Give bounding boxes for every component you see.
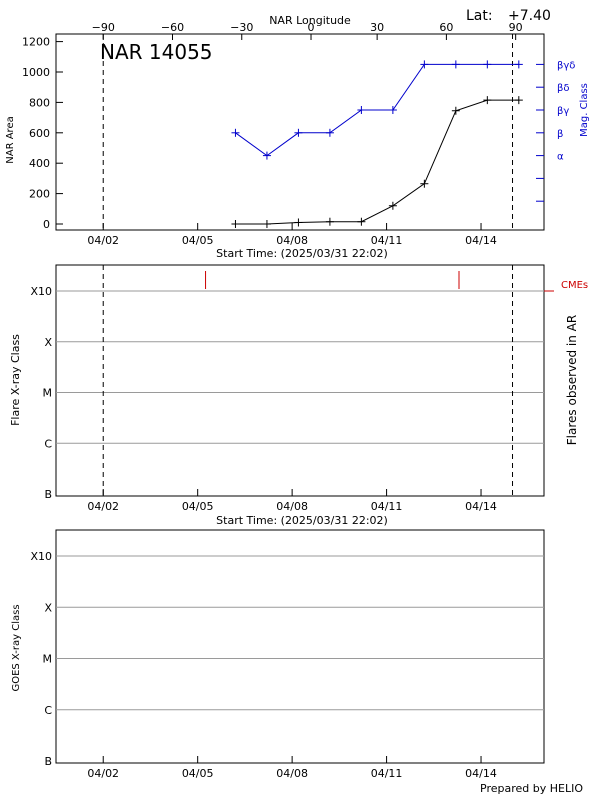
panel1-top-tick-label: 0: [308, 21, 315, 34]
panel2-frame: [55, 264, 545, 497]
area-point: [357, 217, 366, 226]
panel2-ytick-label: X10: [30, 285, 52, 298]
region-title: NAR 14055: [100, 40, 213, 64]
area-point: [483, 96, 492, 105]
area-point: [514, 96, 523, 105]
panel1-mag-label: β: [557, 129, 563, 140]
lat-value: +7.40: [508, 8, 551, 24]
panel1-top-tick-label: −30: [230, 21, 253, 34]
area-point: [388, 201, 397, 210]
mag-class-point: [294, 128, 303, 137]
panel3-ytick-label: X: [44, 601, 52, 614]
panel1-xtick-label: 04/11: [371, 234, 403, 247]
panel1-xtick-label: 04/08: [276, 234, 308, 247]
panel3-xtick-label: 04/11: [371, 767, 403, 780]
panel2-ytick-label: B: [44, 488, 52, 501]
panel1-mag-label: βδ: [557, 83, 570, 94]
mag-class-point: [357, 106, 366, 114]
panel1-ytick-label: 1000: [22, 66, 50, 79]
panel1-ytick-label: 600: [29, 127, 50, 140]
panel1-xtick-label: 04/14: [465, 234, 497, 247]
lat-label: Lat:: [466, 8, 493, 24]
mag-class-point: [420, 60, 429, 69]
panel1-frame: [55, 33, 545, 231]
panel1-xlabel: Start Time: (2025/03/31 22:02): [216, 247, 388, 260]
area-point: [420, 179, 429, 188]
area-point: [325, 217, 334, 226]
panel2-xtick-label: 04/02: [87, 500, 119, 513]
longitude-axis-title: NAR Longitude: [269, 14, 351, 27]
mag-class-series-line: [235, 63, 519, 157]
panel2-ytick-label: X: [44, 336, 52, 349]
cme-legend: CMEs: [561, 280, 588, 291]
panel1-ytick-label: 400: [29, 157, 50, 170]
panel1-ytick-label: 800: [29, 96, 50, 109]
mag-class-point: [388, 106, 397, 114]
panel3-xtick-label: 04/08: [276, 767, 308, 780]
mag-class-point: [325, 128, 334, 137]
mag-class-point: [451, 60, 460, 69]
panel3-frame: [55, 529, 545, 764]
area-point: [231, 220, 240, 228]
panel1-top-tick-label: 90: [509, 21, 523, 34]
panel3-ylabel: GOES X-ray Class: [11, 604, 22, 691]
panel2-ytick-label: M: [43, 387, 53, 400]
panel2-ytick-label: C: [44, 437, 52, 450]
panel1-ytick-label: 1200: [22, 36, 50, 49]
area-series-line: [235, 99, 519, 225]
panel1-mag-label: α: [557, 152, 564, 163]
mag-class-point: [262, 151, 271, 160]
mag-class-point: [231, 128, 240, 137]
panel3-ytick-label: B: [44, 755, 52, 768]
panel3-xtick-label: 04/05: [182, 767, 214, 780]
mag-class-point: [483, 60, 492, 69]
panel2-xtick-label: 04/14: [465, 500, 497, 513]
panel1-ytick-label: 200: [29, 188, 50, 201]
panel1-ytick-label: 0: [43, 218, 50, 231]
area-point: [294, 218, 303, 227]
panel2-xtick-label: 04/08: [276, 500, 308, 513]
panel1-top-tick-label: −90: [92, 21, 115, 34]
panel2-xtick-label: 04/05: [182, 500, 214, 513]
panel1-xtick-label: 04/02: [87, 234, 119, 247]
panel3-ytick-label: C: [44, 704, 52, 717]
area-point: [262, 220, 271, 228]
panel3-xtick-label: 04/14: [465, 767, 497, 780]
panel3-xtick-label: 04/02: [87, 767, 119, 780]
panel1-mag-label: βγδ: [557, 60, 575, 71]
panel2-xlabel: Start Time: (2025/03/31 22:02): [216, 514, 388, 527]
mag-class-point: [514, 60, 523, 69]
panel1-y2label: Mag. Class: [579, 83, 590, 137]
area-point: [451, 106, 460, 115]
panel1-mag-label: βγ: [557, 106, 569, 117]
panel1-xtick-label: 04/05: [182, 234, 214, 247]
panel3-ytick-label: M: [43, 653, 53, 666]
panel1-top-tick-label: 60: [439, 21, 453, 34]
panel2-xtick-label: 04/11: [371, 500, 403, 513]
panel1-top-tick-label: −60: [161, 21, 184, 34]
panel2-y2label: Flares observed in AR: [565, 315, 579, 445]
panel2-ylabel: Flare X-ray Class: [9, 334, 22, 426]
footer-credit: Prepared by HELIO: [480, 782, 583, 795]
panel1-top-tick-label: 30: [370, 21, 384, 34]
panel3-ytick-label: X10: [30, 550, 52, 563]
panel1-ylabel: NAR Area: [5, 116, 16, 163]
